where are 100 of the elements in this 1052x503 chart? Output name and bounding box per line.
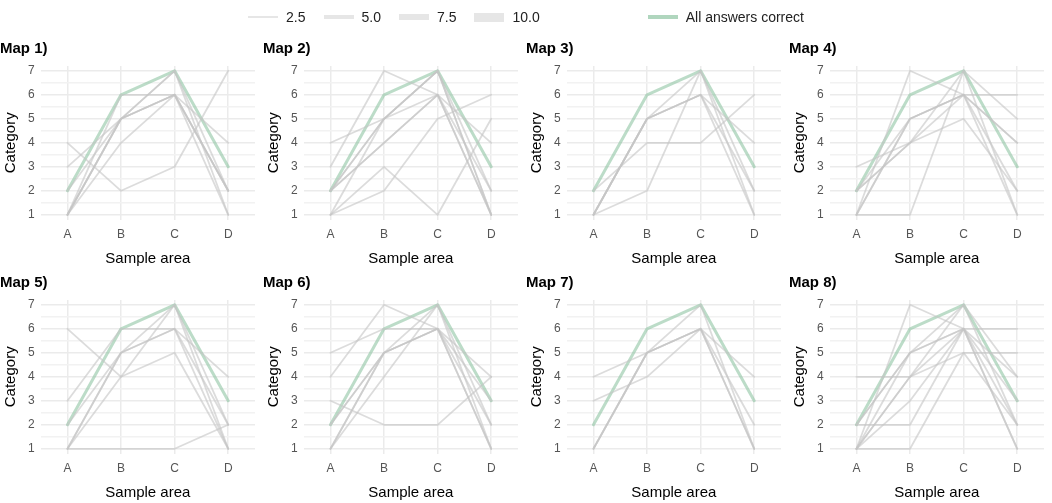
x-tick-label: C [959,227,969,242]
y-tick-label: 2 [816,183,824,198]
y-axis-title: Category [527,345,545,408]
y-tick-label: 5 [290,111,298,126]
y-tick-label: 1 [553,207,561,222]
y-tick-label: 3 [553,393,561,408]
y-tick-label: 1 [290,207,298,222]
y-tick-label: 6 [816,87,824,102]
y-tick-label: 7 [553,63,561,78]
x-tick-label: A [852,461,861,476]
chart-title: Map 6) [263,273,311,291]
chart-title: Map 2) [263,39,311,57]
x-tick-label: B [906,227,915,242]
y-tick-label: 7 [290,63,298,78]
y-tick-label: 4 [27,369,35,384]
legend-label: All answers correct [685,9,804,25]
x-tick-label: A [589,461,598,476]
chart-title: Map 8) [789,273,837,291]
chart-title: Map 3) [526,39,574,57]
y-tick-label: 3 [27,393,35,408]
x-tick-label: C [170,461,180,476]
y-tick-label: 4 [816,135,824,150]
text: 7.5 [436,9,457,25]
x-axis-title: Sample area [368,483,455,501]
y-tick-label: 6 [290,87,298,102]
y-tick-label: 3 [290,393,298,408]
x-axis-title: Sample area [105,249,192,267]
x-axis-title: Sample area [894,483,981,501]
x-tick-label: D [223,227,233,242]
y-tick-label: 4 [27,135,35,150]
y-tick-label: 1 [27,441,35,456]
chart-title: Map 1) [0,39,48,57]
x-tick-label: D [1012,461,1022,476]
y-tick-label: 2 [553,417,561,432]
x-tick-label: A [63,461,72,476]
y-axis-title: Category [1,345,19,408]
x-tick-label: D [486,227,496,242]
y-tick-label: 7 [290,297,298,312]
y-tick-label: 2 [290,183,298,198]
y-axis-title: Category [790,345,808,408]
y-tick-label: 2 [27,417,35,432]
y-tick-label: 3 [290,159,298,174]
y-tick-label: 2 [27,183,35,198]
y-tick-label: 1 [553,441,561,456]
x-axis-title: Sample area [368,249,455,267]
x-tick-label: A [326,227,335,242]
text: 2.5 [286,9,306,25]
y-axis-title: Category [264,345,282,408]
text: 5.0 [361,9,381,25]
y-tick-label: 7 [816,63,824,78]
y-tick-label: 4 [290,135,298,150]
x-axis-title: Sample area [631,249,718,267]
x-tick-label: C [696,227,706,242]
y-tick-label: 5 [27,345,35,360]
x-axis-title: Sample area [105,483,192,501]
y-tick-label: 3 [553,159,561,174]
x-tick-label: B [117,227,126,242]
y-tick-label: 5 [27,111,35,126]
y-tick-label: 6 [553,321,561,336]
y-tick-label: 3 [816,159,824,174]
y-tick-label: 2 [553,183,561,198]
x-tick-label: B [643,227,652,242]
x-axis-title: Sample area [894,249,981,267]
x-tick-label: C [170,227,180,242]
y-tick-label: 3 [27,159,35,174]
chart-title: Map 7) [526,273,574,291]
y-tick-label: 3 [816,393,824,408]
y-tick-label: 4 [553,369,561,384]
x-tick-label: B [380,227,389,242]
x-tick-label: D [1012,227,1022,242]
x-tick-label: C [433,227,443,242]
y-tick-label: 4 [553,135,561,150]
y-tick-label: 6 [290,321,298,336]
x-tick-label: B [643,461,652,476]
x-tick-label: A [852,227,861,242]
x-tick-label: C [433,461,443,476]
y-tick-label: 7 [27,63,35,78]
y-tick-label: 2 [816,417,824,432]
y-tick-label: 5 [816,345,824,360]
x-tick-label: D [486,461,496,476]
chart-title: Map 5) [0,273,48,291]
y-tick-label: 6 [553,87,561,102]
x-axis-title: Sample area [631,483,718,501]
y-tick-label: 6 [816,321,824,336]
y-tick-label: 4 [816,369,824,384]
y-axis-title: Category [1,111,19,174]
y-tick-label: 5 [816,111,824,126]
x-tick-label: D [749,227,759,242]
x-tick-label: C [959,461,969,476]
x-tick-label: D [223,461,233,476]
y-tick-label: 1 [290,441,298,456]
x-tick-label: B [380,461,389,476]
y-tick-label: 1 [816,441,824,456]
x-tick-label: A [589,227,598,242]
x-tick-label: B [117,461,126,476]
y-axis-title: Category [790,111,808,174]
y-tick-label: 6 [27,321,35,336]
y-tick-label: 4 [290,369,298,384]
x-tick-label: B [906,461,915,476]
y-tick-label: 5 [290,345,298,360]
